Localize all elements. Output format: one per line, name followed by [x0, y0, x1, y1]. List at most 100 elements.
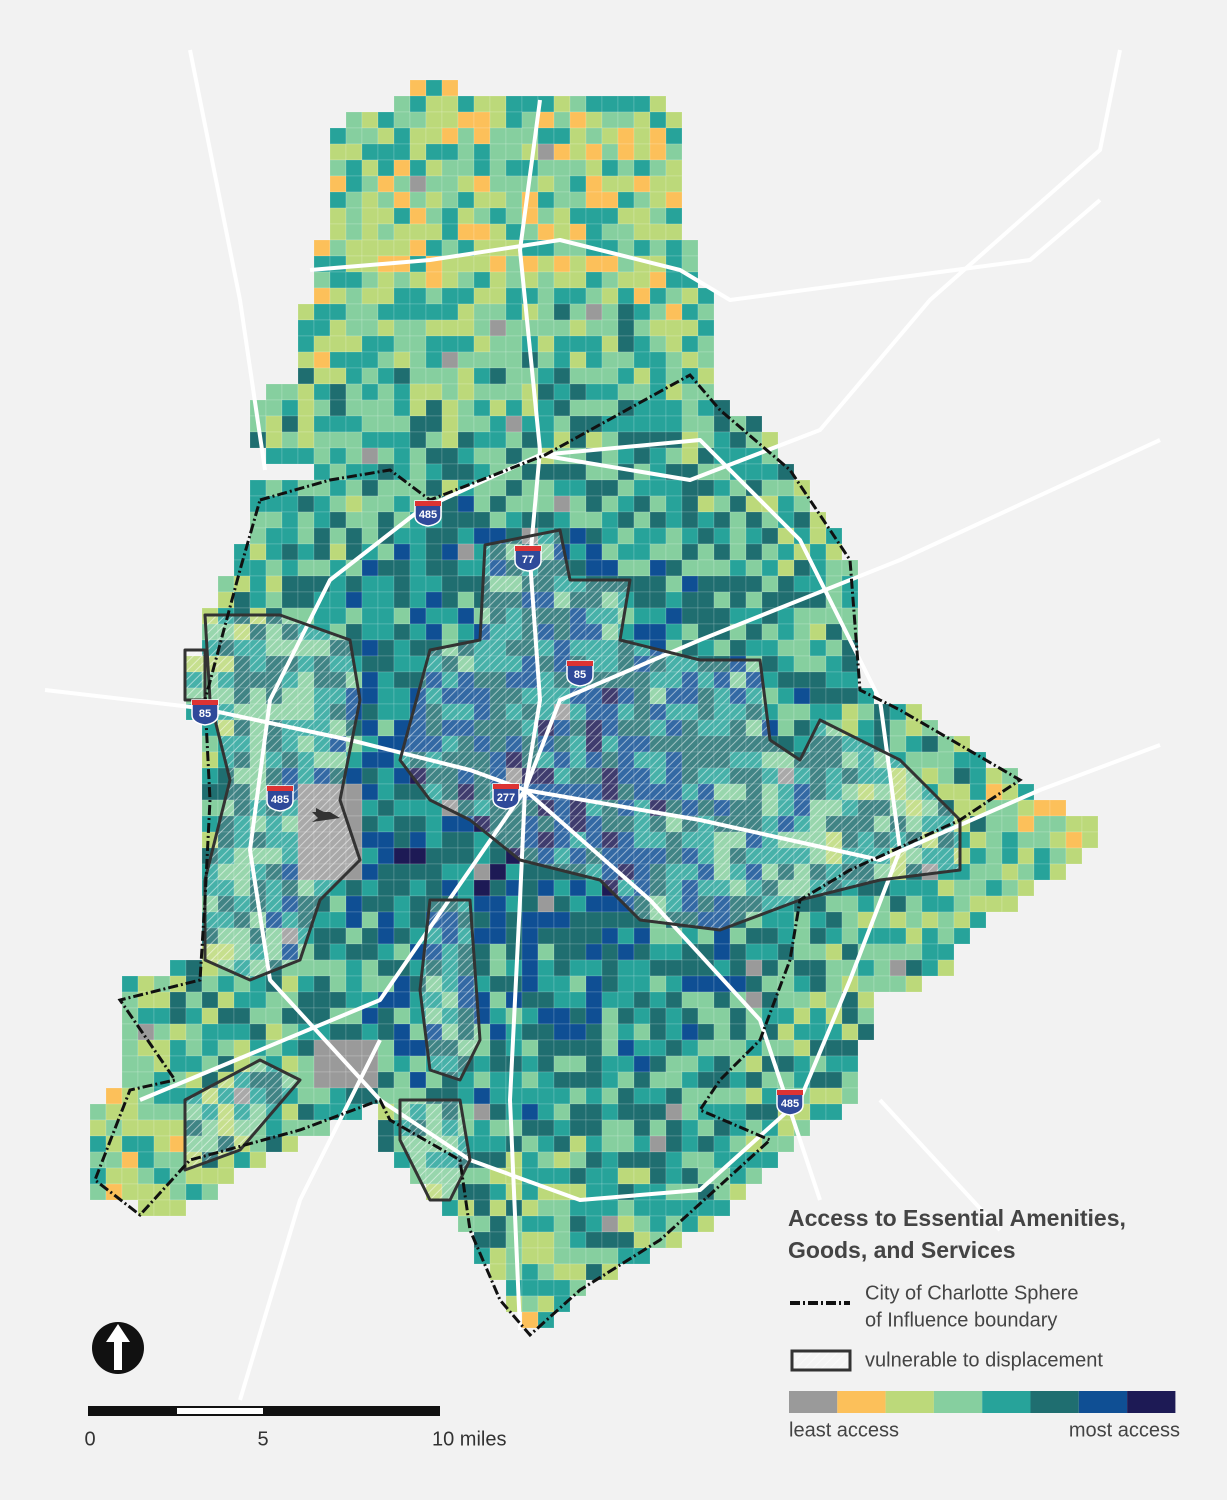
grid-cell [489, 399, 507, 417]
grid-cell [937, 943, 955, 961]
grid-cell [601, 399, 619, 417]
grid-cell [633, 1215, 651, 1233]
grid-cell [841, 943, 859, 961]
airport-icon [312, 808, 340, 822]
highway-label: 277 [497, 792, 515, 804]
grid-cell [377, 815, 395, 833]
grid-cell [489, 415, 507, 433]
grid-cell [489, 159, 507, 177]
grid-cell [361, 575, 379, 593]
grid-cell [649, 1023, 667, 1041]
grid-cell [569, 559, 587, 577]
grid-cell [393, 815, 411, 833]
grid-cell [633, 1023, 651, 1041]
grid-cell [665, 271, 683, 289]
grid-cell [521, 1023, 539, 1041]
grid-cell [601, 1135, 619, 1153]
grid-cell [601, 1167, 619, 1185]
grid-cell [745, 559, 763, 577]
grid-cell [889, 879, 907, 897]
grid-cell [777, 1023, 795, 1041]
shield [514, 545, 542, 572]
grid-cell [681, 1007, 699, 1025]
grid-cell [489, 1247, 507, 1265]
grid-cell [361, 847, 379, 865]
grid-cell [553, 127, 571, 145]
grid-cell [569, 879, 587, 897]
grid-cell [841, 671, 859, 689]
grid-cell [521, 1119, 539, 1137]
grid-cell [425, 479, 443, 497]
grid-cell [1001, 879, 1019, 897]
grid-cell [793, 1055, 811, 1073]
grid-cell [409, 591, 427, 609]
grid-cell [825, 1087, 843, 1105]
grid-cell [713, 639, 731, 657]
grid-cell [361, 607, 379, 625]
grid-cell [713, 559, 731, 577]
grid-cell [473, 207, 491, 225]
grid-cell [969, 911, 987, 929]
grid-cell [505, 351, 523, 369]
grid-cell [601, 111, 619, 129]
grid-cell [265, 383, 283, 401]
grid-cell [905, 751, 923, 769]
grid-cell [601, 207, 619, 225]
grid-cell [809, 991, 827, 1009]
grid-cell [761, 527, 779, 545]
grid-cell [569, 1135, 587, 1153]
grid-cell [297, 351, 315, 369]
grid-cell [585, 511, 603, 529]
grid-cell [505, 479, 523, 497]
grid-cell [617, 271, 635, 289]
grid-cell [457, 463, 475, 481]
grid-cell [473, 223, 491, 241]
grid-cell [105, 1087, 123, 1105]
grid-cell [777, 639, 795, 657]
grid-cell [329, 207, 347, 225]
grid-cell [617, 1119, 635, 1137]
grid-cell [665, 1135, 683, 1153]
grid-cell [153, 1023, 171, 1041]
grid-cell [601, 975, 619, 993]
grid-cell [441, 575, 459, 593]
grid-cell [729, 1039, 747, 1057]
grid-cell [393, 831, 411, 849]
grid-cell [377, 207, 395, 225]
grid-cell [745, 511, 763, 529]
grid-cell [553, 1231, 571, 1249]
vulnerable-swatch [790, 1349, 852, 1372]
grid-cell [505, 319, 523, 337]
grid-cell [121, 1071, 139, 1089]
grid-cell [633, 543, 651, 561]
grid-cell [361, 559, 379, 577]
grid-cell [601, 911, 619, 929]
grid-cell [649, 1039, 667, 1057]
grid-cell [681, 479, 699, 497]
grid-cell [569, 895, 587, 913]
grid-cell [169, 1183, 187, 1201]
grid-cell [329, 175, 347, 193]
grid-cell [1001, 815, 1019, 833]
grid-cell [633, 495, 651, 513]
grid-cell [521, 959, 539, 977]
grid-cell [681, 447, 699, 465]
grid-cell [441, 287, 459, 305]
grid-cell [585, 543, 603, 561]
shield-top [415, 501, 441, 506]
ramp-swatch [837, 1391, 886, 1413]
grid-cell [1017, 863, 1035, 881]
grid-cell [297, 335, 315, 353]
grid-cell [201, 1039, 219, 1057]
grid-cell [281, 447, 299, 465]
grid-cell [473, 1199, 491, 1217]
grid-cell [265, 543, 283, 561]
grid-cell [617, 927, 635, 945]
grid-cell [393, 607, 411, 625]
grid-cell [329, 431, 347, 449]
grid-cell [745, 543, 763, 561]
grid-cell [425, 127, 443, 145]
grid-cell [185, 1023, 203, 1041]
grid-cell [377, 1071, 395, 1089]
